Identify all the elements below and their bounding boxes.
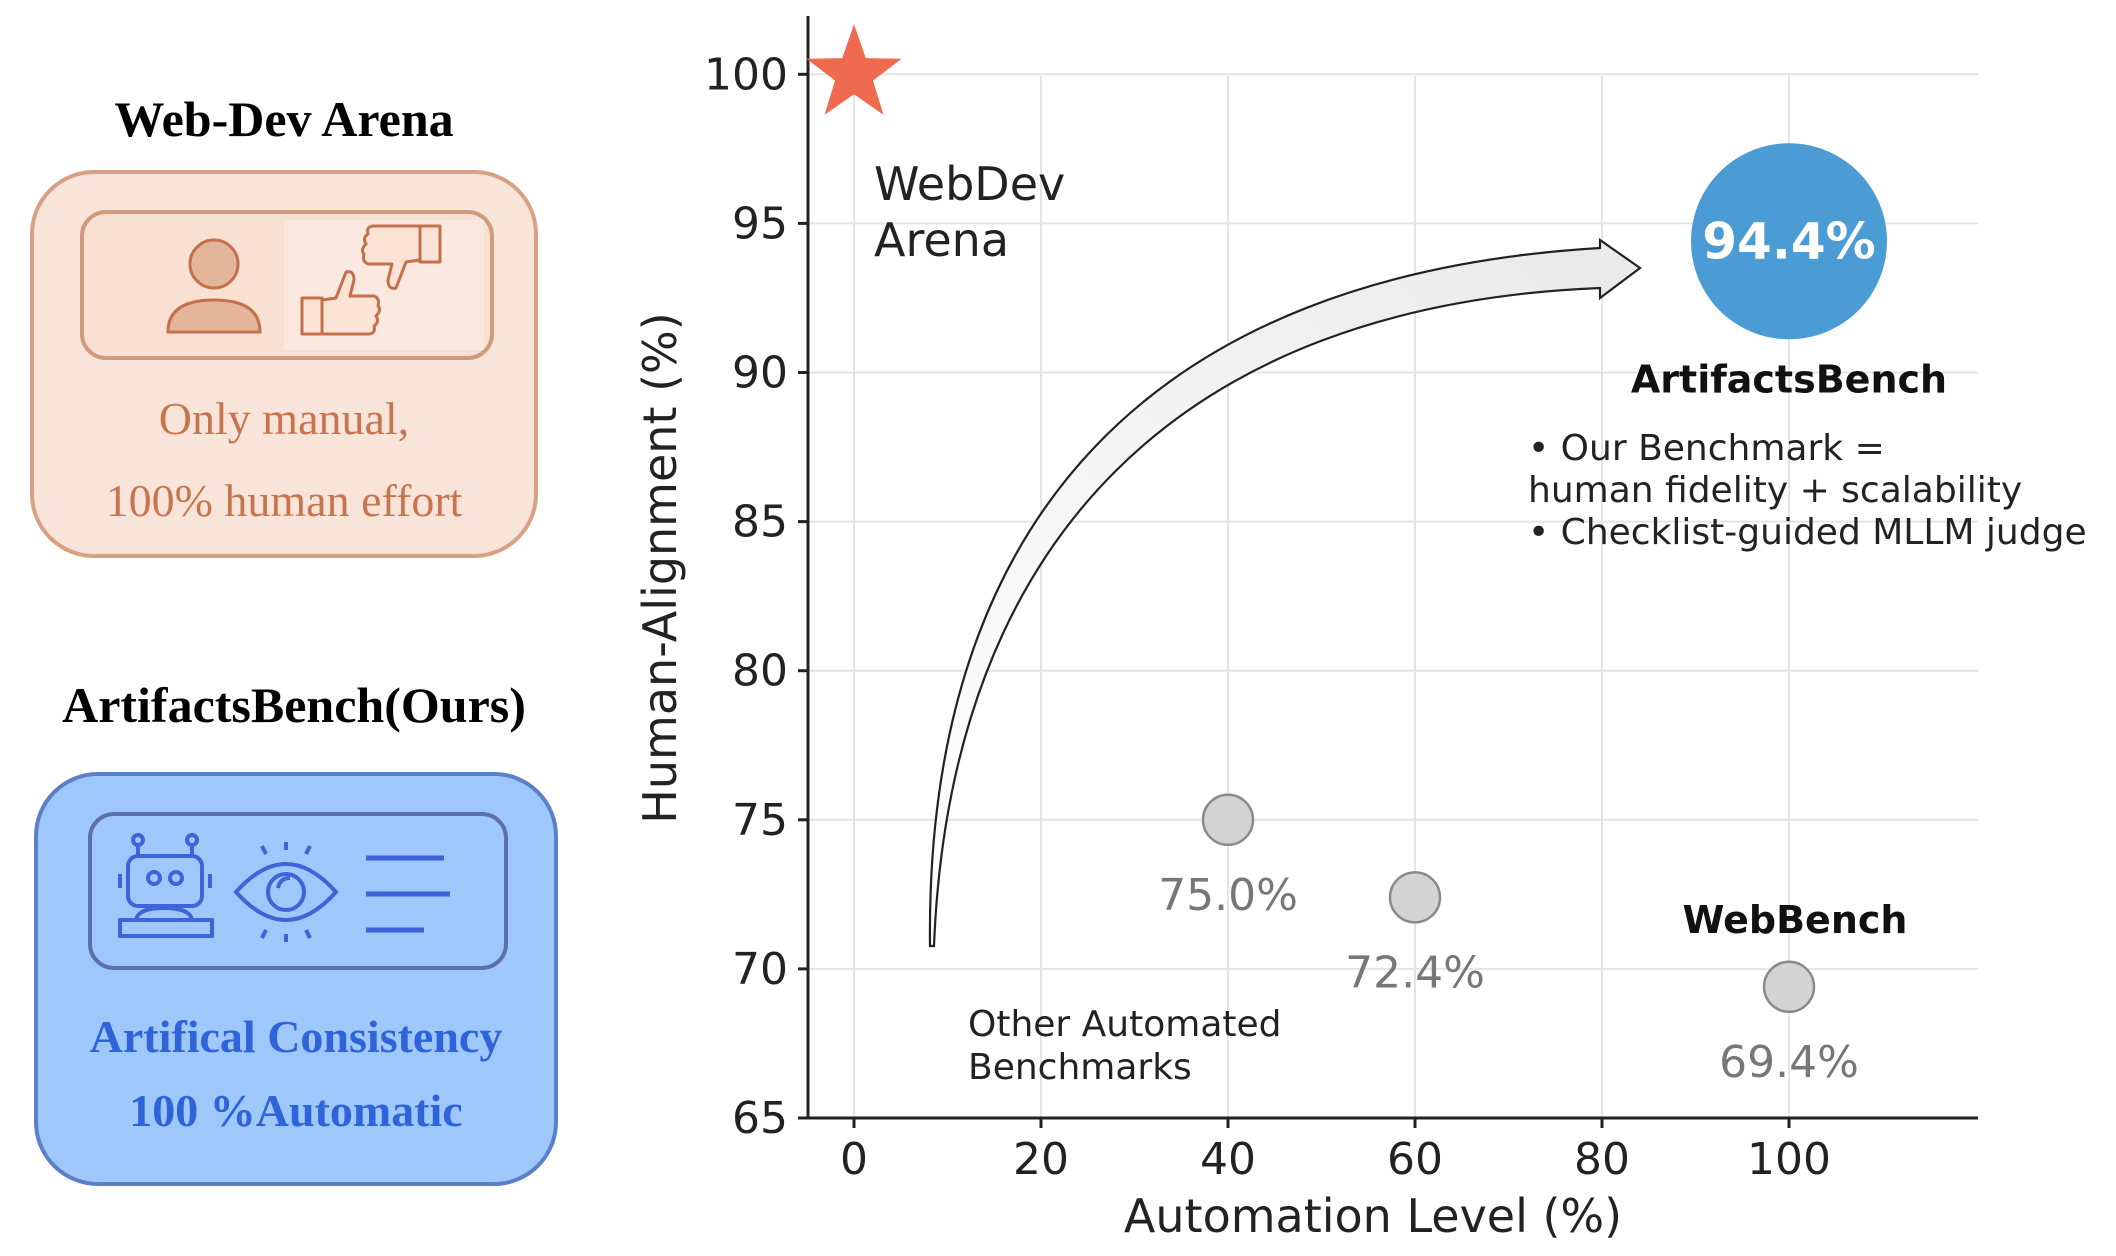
data-marks [806, 24, 1887, 1014]
benchmark-note: • Our Benchmark = [1528, 428, 1885, 469]
manual-panel-title: Web-Dev Arena [114, 91, 454, 147]
webdev-arena-label: Arena [874, 213, 1009, 267]
thumbs-down-icon [360, 224, 442, 290]
webbench-value-label: 69.4% [1719, 1037, 1859, 1088]
person-icon [166, 238, 262, 334]
other-automated-label: Other Automated [968, 1004, 1282, 1045]
x-tick-label: 100 [1747, 1134, 1831, 1185]
artifactsbench-name-label: ArtifactsBench [1631, 357, 1947, 401]
manual-line-1: Only manual, [158, 393, 410, 444]
auto-line-1: Artifical Consistency [89, 1011, 503, 1062]
grid-lines [808, 73, 1978, 1119]
y-axis-label: Human-Alignment (%) [633, 312, 687, 823]
x-tick-label: 40 [1200, 1134, 1256, 1185]
y-tick-label: 80 [732, 646, 788, 697]
text-lines-icon [366, 855, 450, 933]
y-tick-label: 100 [704, 49, 788, 100]
trend-arrow-shape [928, 237, 1642, 948]
webbench-marker [1762, 960, 1816, 1014]
auto-panel-title: ArtifactsBench(Ours) [62, 677, 526, 733]
x-tick-label: 60 [1387, 1134, 1443, 1185]
bench-75-marker [1201, 793, 1255, 847]
x-axis-label: Automation Level (%) [1124, 1189, 1622, 1243]
manual-line-2: 100% human effort [105, 475, 463, 526]
bench-72-value-label: 72.4% [1345, 947, 1485, 998]
artifactsbench-value-label: 94.4% [1702, 212, 1875, 270]
y-tick-label: 70 [732, 944, 788, 995]
benchmark-note: human fidelity + scalability [1528, 470, 2022, 511]
axes: 0 20 40 60 80 100 65 70 75 80 85 90 95 100 Automation … [633, 16, 1978, 1243]
y-tick-label: 85 [732, 497, 788, 548]
y-tick-label: 65 [732, 1093, 788, 1144]
benchmark-note: • Checklist-guided MLLM judge [1528, 512, 2087, 553]
y-tick-label: 95 [732, 198, 788, 249]
bench-75-value-label: 75.0% [1158, 870, 1298, 921]
webbench-name-label: WebBench [1683, 898, 1908, 942]
webdev-arena-star-marker [806, 24, 902, 115]
x-tick-label: 80 [1574, 1134, 1630, 1185]
eye-icon [233, 842, 339, 942]
auto-icon-frame [88, 812, 508, 970]
bench-72-marker [1388, 871, 1442, 924]
other-automated-label: Benchmarks [968, 1047, 1192, 1088]
x-tick-label: 20 [1013, 1134, 1069, 1185]
manual-icon-frame [80, 210, 494, 360]
auto-line-2: 100 %Automatic [129, 1085, 463, 1136]
trend-arrow [928, 237, 1642, 948]
webdev-arena-label: WebDev [874, 157, 1065, 211]
y-tick-label: 75 [732, 795, 788, 846]
y-tick-label: 90 [732, 348, 788, 399]
robot-icon [118, 833, 214, 938]
thumbs-up-icon [300, 270, 382, 336]
artifactsbench-marker [1691, 143, 1887, 340]
x-tick-label: 0 [840, 1134, 868, 1185]
